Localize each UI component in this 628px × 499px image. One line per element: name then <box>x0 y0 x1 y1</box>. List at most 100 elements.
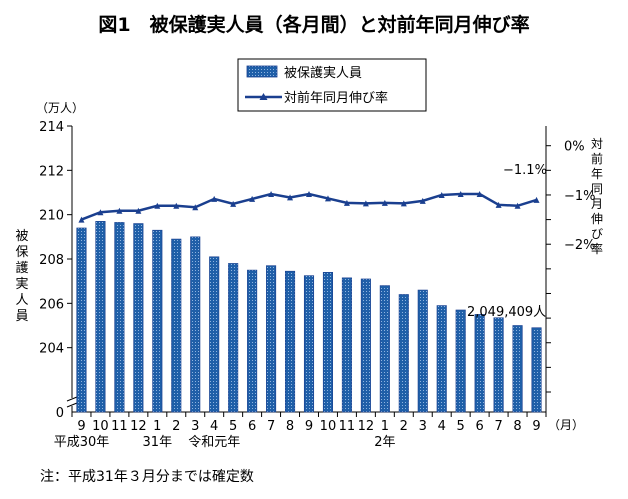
left-tick-label: 206 <box>39 297 64 312</box>
rate-line-path <box>81 192 537 221</box>
x-tick-label: 2 <box>400 419 408 434</box>
legend-bar-swatch <box>246 65 278 78</box>
rate-point <box>154 202 161 209</box>
rate-point <box>249 195 256 202</box>
rate-point <box>400 200 407 207</box>
chart-title: 図1 被保護実人員（各月間）と対前年同月伸び率 <box>98 13 529 36</box>
left-axis-label-char: 保 <box>15 245 28 260</box>
left-axis-label-char: 被 <box>15 229 28 244</box>
bar <box>114 222 125 413</box>
right-axis-label-char: 同 <box>591 182 603 196</box>
bar <box>76 227 87 413</box>
rate-point <box>533 196 540 203</box>
left-axis-label: 被保護実人員 <box>15 229 28 324</box>
left-axis-label-char: 人 <box>15 293 28 308</box>
last-value-label: 2,049,409人 <box>467 305 546 320</box>
bar <box>284 270 296 413</box>
x-tick-label: 4 <box>210 419 218 434</box>
era-label: 2年 <box>374 435 395 450</box>
x-tick-label: 6 <box>248 419 256 434</box>
bar <box>209 256 220 413</box>
bar <box>322 271 334 413</box>
era-label: 平成30年 <box>54 435 110 450</box>
rate-point <box>438 191 445 198</box>
left-axis-label-char: 護 <box>15 260 28 276</box>
x-tick-label: 10 <box>92 419 109 434</box>
bar <box>190 236 201 413</box>
x-tick-label: 9 <box>532 419 540 434</box>
rate-line <box>78 190 540 223</box>
right-axis-label-char: 対 <box>591 137 603 151</box>
rate-point <box>135 207 142 214</box>
x-tick-label: 3 <box>419 419 427 434</box>
x-tick-label: 11 <box>339 419 356 434</box>
rate-point <box>324 195 331 202</box>
bar <box>360 278 371 413</box>
left-axis-label-char: 員 <box>15 309 28 324</box>
bar <box>436 305 447 413</box>
left-tick-label: 210 <box>39 209 64 224</box>
x-tick-label: 6 <box>475 419 483 434</box>
left-tick-label: 212 <box>39 164 64 179</box>
x-tick-label: 12 <box>358 419 375 434</box>
x-tick-label: 5 <box>229 419 237 434</box>
right-tick-label: 0% <box>564 140 585 155</box>
legend: 被保護実人員 対前年同月伸び率 <box>237 58 427 112</box>
right-axis-label-char: 前 <box>591 151 603 166</box>
bar <box>417 289 428 413</box>
right-axis-label-char: 率 <box>591 241 603 256</box>
x-tick-label: 9 <box>305 419 313 434</box>
left-axis-label-char: 実 <box>15 276 28 292</box>
rate-point <box>230 200 237 207</box>
rate-point <box>495 201 502 208</box>
bars <box>76 221 542 413</box>
x-axis-unit: （月） <box>548 418 584 432</box>
x-tick-label: 9 <box>77 419 85 434</box>
rate-point <box>343 199 350 206</box>
legend-line-label: 対前年同月伸び率 <box>284 90 388 106</box>
x-tick-label: 4 <box>438 419 446 434</box>
rate-point <box>514 202 521 209</box>
right-axis-label: 対前年同月伸び率 <box>591 137 603 256</box>
bar <box>341 277 352 413</box>
left-axis-unit: （万人） <box>36 101 84 115</box>
last-rate-label: −1.1% <box>503 163 547 178</box>
legend-bar-label: 被保護実人員 <box>284 65 362 81</box>
right-axis-label-char: び <box>591 227 603 241</box>
x-tick-label: 5 <box>457 419 465 434</box>
bar <box>512 325 523 413</box>
x-tick-label: 1 <box>153 419 161 434</box>
x-tick-label: 11 <box>111 419 128 434</box>
bar <box>247 269 258 413</box>
bar <box>133 223 144 413</box>
x-tick-label: 12 <box>130 419 147 434</box>
rate-point <box>173 202 180 209</box>
rate-point <box>78 216 85 223</box>
rate-point <box>268 190 275 197</box>
x-tick-label: 3 <box>191 419 199 434</box>
x-tick-label: 8 <box>513 419 521 434</box>
rate-point <box>381 199 388 206</box>
bar <box>455 309 466 413</box>
x-tick-label: 7 <box>267 419 275 434</box>
bar <box>303 275 315 413</box>
x-axis-labels: 9 10 11 12 1 2 3 4 5 6 7 8 9 10 11 12 1 2 3 4 5 6 7 8 9平成30年 31年令… <box>54 419 541 450</box>
right-tick-label: −1% <box>564 189 596 204</box>
right-axis-label-char: 年 <box>591 167 603 181</box>
rate-point <box>306 190 312 197</box>
x-tick-label: 10 <box>320 419 337 434</box>
bar <box>171 238 182 413</box>
bar <box>493 317 504 413</box>
footnote: 注：平成31年３月分までは確定数 <box>40 469 254 485</box>
rate-point <box>97 209 104 216</box>
x-tick-label: 7 <box>494 419 502 434</box>
right-tick-label: −2% <box>564 238 596 253</box>
rate-point <box>362 200 369 207</box>
left-tick-label-zero: 0 <box>56 406 64 421</box>
era-label: 令和元年 <box>188 435 240 450</box>
rate-point <box>476 190 483 197</box>
bar <box>95 221 106 413</box>
bar <box>152 229 163 413</box>
era-label: 31年 <box>143 435 173 450</box>
